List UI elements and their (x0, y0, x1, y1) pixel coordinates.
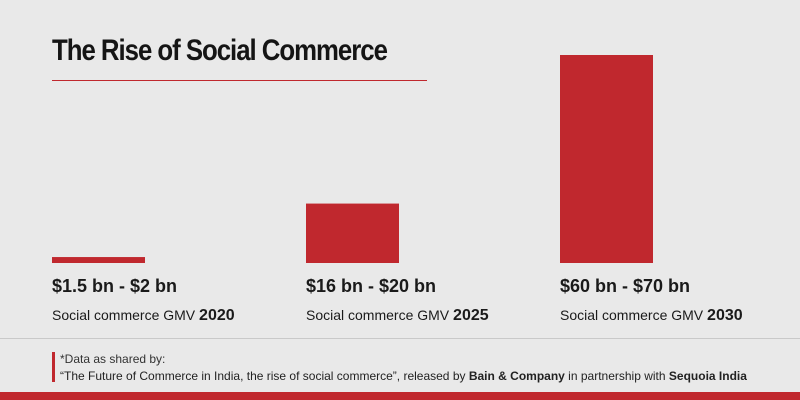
bar-2030 (560, 55, 653, 263)
bar-2025 (306, 203, 399, 263)
footnote-source-bain: Bain & Company (468, 369, 565, 383)
category-prefix: Social commerce GMV (560, 307, 708, 323)
category-prefix: Social commerce GMV (306, 307, 454, 323)
footnote-source: “The Future of Commerce in India, the ri… (60, 369, 747, 383)
footnote-quote: “The Future of Commerce in India, the ri… (60, 369, 469, 383)
category-label-2025: Social commerce GMV 2025 (306, 307, 489, 325)
category-label-2020: Social commerce GMV 2020 (52, 307, 235, 325)
category-year: 2030 (707, 307, 743, 324)
value-label-2030: $60 bn - $70 bn (560, 276, 691, 296)
value-label-2020: $1.5 bn - $2 bn (52, 276, 178, 296)
footnote-source-sequoia: Sequoia India (668, 369, 747, 383)
bottom-accent-bar (0, 392, 800, 400)
footnote-middle: in partnership with (564, 369, 669, 383)
page-title: The Rise of Social Commerce (52, 34, 388, 67)
category-year: 2020 (199, 307, 235, 324)
footnote-accent-bar (52, 352, 55, 382)
category-year: 2025 (453, 307, 489, 324)
value-label-2025: $16 bn - $20 bn (306, 276, 437, 296)
title-underline (52, 80, 427, 81)
category-label-2030: Social commerce GMV 2030 (560, 307, 743, 325)
category-prefix: Social commerce GMV (52, 307, 200, 323)
footnote-intro: *Data as shared by: (60, 352, 166, 366)
bar-2020 (52, 257, 145, 263)
footer-divider (0, 338, 800, 339)
